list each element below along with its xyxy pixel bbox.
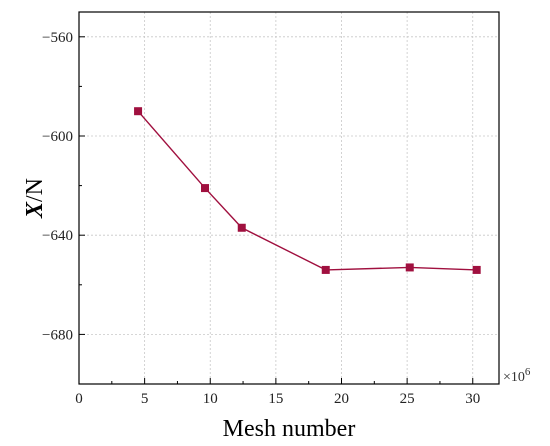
data-point <box>321 265 330 274</box>
y-axis-title-unit: /N <box>22 178 48 202</box>
series-group <box>134 107 481 274</box>
data-point <box>201 184 209 193</box>
y-tick-label: −600 <box>42 129 73 145</box>
x-axis-title: Mesh number <box>223 416 356 442</box>
y-axis-title: X/N <box>22 178 48 219</box>
x-tick-label: 10 <box>203 391 218 407</box>
axis-ticks: 0 5 10 15 20 25 30 −680 −640 −600 −560 <box>42 30 480 407</box>
y-tick-label: −640 <box>42 228 73 244</box>
x-axis-multiplier-base: ×10 <box>503 370 525 385</box>
x-tick-label: 25 <box>400 391 415 407</box>
plot-frame <box>78 11 500 385</box>
y-tick-label: −560 <box>42 30 73 46</box>
data-point <box>405 263 414 272</box>
x-tick-label: 30 <box>465 391 480 407</box>
x-tick-label: 20 <box>334 391 349 407</box>
data-point <box>237 223 246 232</box>
x-tick-label: 15 <box>268 391 283 407</box>
y-tick-label: −680 <box>42 327 73 343</box>
x-axis-multiplier-exponent: 6 <box>525 366 531 378</box>
x-axis-multiplier: ×106 <box>503 366 531 385</box>
y-axis-title-symbol: X <box>22 201 48 219</box>
grid-lines <box>79 12 499 384</box>
x-tick-label: 5 <box>141 391 149 407</box>
series-line <box>137 110 477 271</box>
x-tick-label: 0 <box>75 391 83 407</box>
data-point <box>472 265 481 274</box>
data-point <box>134 107 143 116</box>
